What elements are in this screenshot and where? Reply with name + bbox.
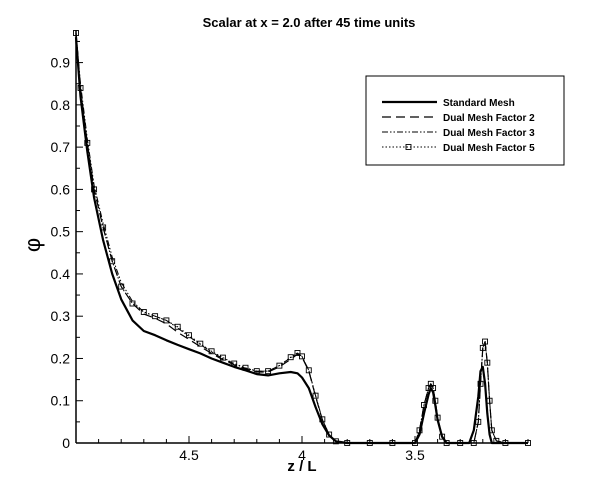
- y-tick-label: 0.2: [51, 350, 71, 366]
- series-marker: [186, 332, 192, 339]
- series-marker: [294, 350, 301, 356]
- y-tick-label: 0.9: [51, 55, 71, 71]
- series-marker: [84, 139, 91, 146]
- series-marker: [312, 392, 319, 399]
- series-marker: [475, 418, 482, 425]
- series-marker: [421, 402, 427, 408]
- legend-marker: [405, 144, 412, 150]
- legend-box: [365, 75, 565, 166]
- series-marker: [242, 364, 249, 371]
- series-marker: [276, 362, 283, 369]
- series-marker: [231, 360, 238, 367]
- y-tick-label: 0.8: [51, 97, 71, 113]
- x-tick-label: 3.5: [405, 447, 425, 463]
- y-tick-label: 0.5: [51, 224, 71, 240]
- series-marker: [299, 353, 305, 360]
- y-tick-label: 0.1: [51, 393, 71, 409]
- series-marker: [208, 348, 215, 355]
- series-layer: [73, 30, 531, 446]
- x-ticks: 4.5 4 3.5: [98, 436, 529, 463]
- series-marker: [484, 359, 491, 366]
- series-marker: [77, 84, 84, 91]
- series-marker: [197, 340, 204, 347]
- series-marker: [488, 427, 495, 434]
- series-marker: [434, 414, 441, 421]
- y-tick-label: 0: [62, 435, 70, 451]
- series-marker: [486, 397, 493, 404]
- series-marker: [430, 385, 437, 392]
- series-marker: [91, 186, 98, 193]
- y-axis-label: φ: [20, 238, 45, 252]
- series-marker: [109, 258, 116, 265]
- series-marker: [416, 427, 423, 434]
- legend-label-4: Dual Mesh Factor 5: [443, 143, 535, 154]
- series-marker: [326, 431, 333, 438]
- series-marker: [129, 300, 136, 307]
- x-tick-label: 4: [298, 447, 306, 463]
- y-ticks: 0 0.1 0.2 0.3 0.4 0.5 0.6 0.7 0.8 0.9: [51, 40, 83, 451]
- series-marker: [219, 354, 226, 361]
- plot-area: 0 0.1 0.2 0.3 0.4 0.5 0.6 0.7 0.8 0.9 4.5 4 3.5: [51, 30, 531, 463]
- series-marker: [305, 367, 312, 374]
- legend-label-1: Standard Mesh: [443, 98, 515, 109]
- series-marker: [152, 313, 159, 320]
- series-marker: [140, 309, 147, 315]
- series-marker: [287, 354, 294, 361]
- legend-label-3: Dual Mesh Factor 3: [443, 128, 535, 139]
- y-tick-label: 0.4: [51, 266, 71, 282]
- y-tick-label: 0.6: [51, 181, 71, 197]
- legend-items: Standard Mesh Dual Mesh Factor 2 Dual Mesh…: [382, 98, 535, 154]
- x-axis-label: z / L: [287, 458, 316, 475]
- series-line-2: [75, 32, 528, 444]
- series-marker: [332, 438, 339, 445]
- series-marker: [253, 368, 260, 375]
- x-tick-label: 4.5: [179, 447, 199, 463]
- y-tick-label: 0.3: [51, 308, 71, 324]
- legend: Standard Mesh Dual Mesh Factor 2 Dual Mesh…: [365, 75, 565, 166]
- series-line-4: [75, 32, 528, 444]
- series-marker: [482, 338, 489, 345]
- series-marker: [163, 317, 170, 324]
- series-marker: [479, 344, 486, 351]
- series-marker: [432, 397, 439, 404]
- series-marker: [100, 224, 107, 231]
- series-marker: [174, 323, 181, 330]
- series-marker: [319, 416, 326, 423]
- series-marker: [265, 368, 272, 375]
- series-marker: [118, 283, 125, 290]
- series-marker: [477, 380, 484, 387]
- y-tick-label: 0.7: [51, 139, 71, 155]
- series-marker: [439, 433, 446, 440]
- legend-label-2: Dual Mesh Factor 2: [443, 113, 535, 124]
- chart-title: Scalar at x = 2.0 after 45 time units: [203, 15, 416, 30]
